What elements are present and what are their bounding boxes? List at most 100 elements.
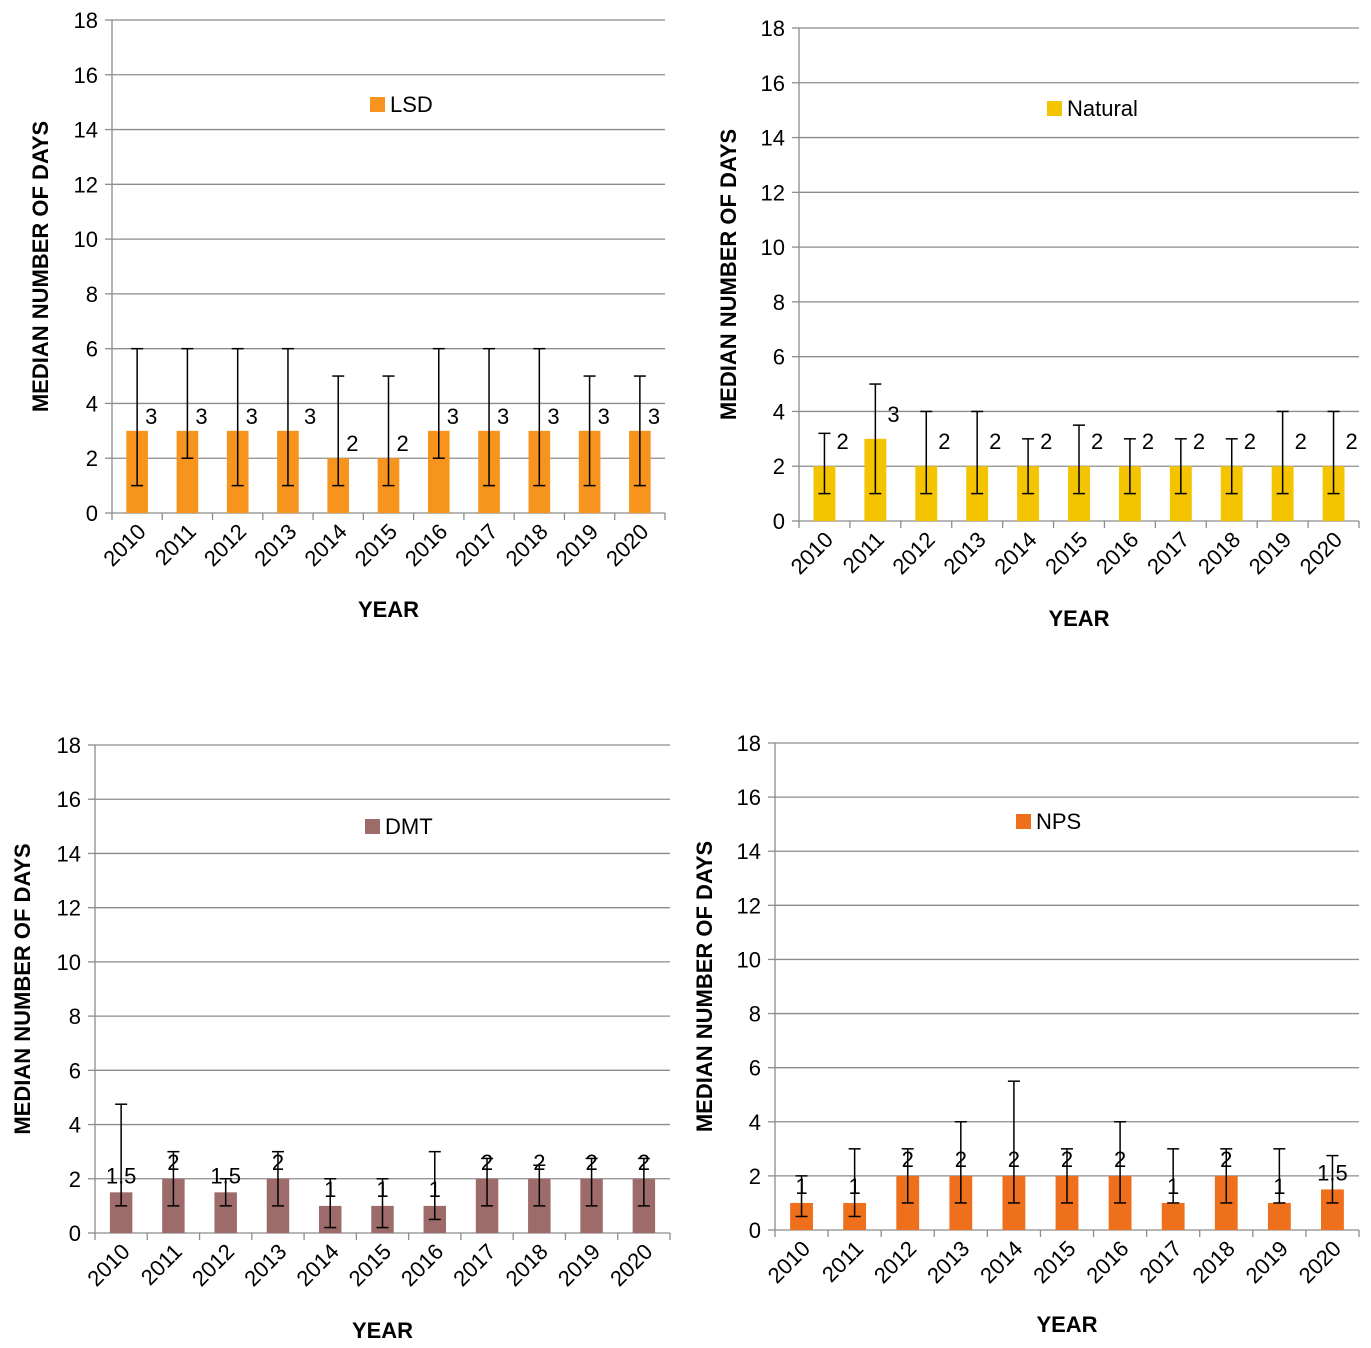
chart-panel-3: 0246810121416181.52010220111.52012220131… — [10, 733, 671, 1343]
x-tick-label: 2014 — [989, 527, 1041, 579]
y-tick-label: 18 — [761, 16, 785, 41]
data-label: 3 — [598, 404, 610, 429]
y-tick-label: 2 — [773, 454, 785, 479]
data-label: 2 — [1040, 429, 1052, 454]
bar-2012 — [214, 1192, 237, 1233]
y-tick-label: 0 — [69, 1221, 81, 1246]
x-tick-label: 2020 — [605, 1239, 657, 1291]
data-label: 3 — [246, 404, 258, 429]
data-label: 1 — [324, 1177, 336, 1202]
x-axis-title: YEAR — [352, 1318, 413, 1343]
legend-swatch — [1047, 101, 1062, 116]
y-tick-label: 0 — [86, 501, 98, 526]
y-tick-label: 16 — [74, 63, 98, 88]
data-label: 1 — [429, 1177, 441, 1202]
x-tick-label: 2010 — [763, 1236, 815, 1288]
x-tick-label: 2011 — [817, 1236, 868, 1287]
y-tick-label: 6 — [749, 1056, 761, 1081]
y-tick-label: 4 — [86, 391, 98, 416]
y-tick-label: 6 — [86, 337, 98, 362]
data-label: 3 — [648, 404, 660, 429]
y-tick-label: 2 — [86, 446, 98, 471]
y-tick-label: 10 — [74, 227, 98, 252]
data-label: 2 — [955, 1147, 967, 1172]
y-tick-label: 12 — [761, 180, 785, 205]
data-label: 2 — [1061, 1147, 1073, 1172]
data-label: 2 — [481, 1150, 493, 1175]
data-label: 2 — [1142, 429, 1154, 454]
data-label: 2 — [1193, 429, 1205, 454]
y-tick-label: 0 — [749, 1218, 761, 1243]
data-label: 2 — [938, 429, 950, 454]
legend-swatch — [370, 97, 385, 112]
x-tick-label: 2013 — [239, 1239, 291, 1291]
x-tick-label: 2017 — [1134, 1236, 1186, 1288]
bar-2016 — [427, 430, 450, 513]
y-tick-label: 14 — [737, 839, 761, 864]
data-label: 1 — [376, 1177, 388, 1202]
x-tick-label: 2015 — [1040, 527, 1092, 579]
legend-swatch — [1016, 814, 1031, 829]
y-tick-label: 8 — [86, 282, 98, 307]
y-tick-label: 14 — [74, 118, 98, 143]
y-tick-label: 18 — [74, 8, 98, 33]
x-tick-label: 2010 — [786, 527, 838, 579]
x-tick-label: 2019 — [551, 519, 603, 571]
x-tick-label: 2016 — [1091, 527, 1143, 579]
x-tick-label: 2019 — [1241, 1236, 1293, 1288]
x-tick-label: 2015 — [1028, 1236, 1080, 1288]
x-tick-label: 2012 — [187, 1239, 239, 1291]
y-tick-label: 6 — [69, 1058, 81, 1083]
x-tick-label: 2020 — [601, 519, 653, 571]
y-tick-label: 10 — [737, 947, 761, 972]
x-tick-label: 2018 — [501, 1239, 553, 1291]
data-label: 2 — [1295, 429, 1307, 454]
data-label: 2 — [1008, 1147, 1020, 1172]
x-tick-label: 2017 — [1142, 527, 1194, 579]
data-label: 1 — [849, 1174, 861, 1199]
data-label: 2 — [533, 1150, 545, 1175]
y-tick-label: 12 — [74, 172, 98, 197]
y-tick-label: 18 — [57, 733, 81, 758]
y-tick-label: 18 — [737, 731, 761, 756]
y-axis-title: MEDIAN NUMBER OF DAYS — [692, 841, 717, 1132]
data-label: 3 — [447, 404, 459, 429]
chart-panel-4: 0246810121416181201012011220122201322014… — [692, 731, 1360, 1337]
x-tick-label: 2018 — [1193, 527, 1245, 579]
y-tick-label: 16 — [57, 787, 81, 812]
legend-label: DMT — [385, 814, 433, 839]
x-tick-label: 2018 — [1188, 1236, 1240, 1288]
x-tick-label: 2015 — [350, 519, 402, 571]
data-label: 2 — [272, 1150, 284, 1175]
bar-2017 — [1161, 1202, 1185, 1230]
data-label: 3 — [887, 402, 899, 427]
x-tick-label: 2015 — [344, 1239, 396, 1291]
y-tick-label: 4 — [773, 399, 785, 424]
y-tick-label: 2 — [69, 1167, 81, 1192]
x-tick-label: 2018 — [501, 519, 553, 571]
bar-2010 — [109, 1192, 133, 1233]
data-label: 2 — [902, 1147, 914, 1172]
data-label: 1.5 — [210, 1163, 241, 1188]
data-label: 2 — [585, 1150, 597, 1175]
x-tick-label: 2019 — [1244, 527, 1296, 579]
x-tick-label: 2011 — [838, 527, 889, 578]
bar-2019 — [1267, 1202, 1291, 1230]
x-tick-label: 2019 — [553, 1239, 605, 1291]
chart-panel-1: 0 2 4 6 8 10 12 14 16 18 3 2010 3 2011 3 2012 3 2013 2 2014… — [28, 8, 666, 622]
legend-label: LSD — [390, 92, 433, 117]
data-label: 3 — [195, 404, 207, 429]
data-label: 1 — [1273, 1174, 1285, 1199]
data-label: 2 — [836, 429, 848, 454]
y-tick-label: 14 — [761, 126, 785, 151]
data-label: 1.5 — [106, 1163, 137, 1188]
data-label: 2 — [989, 429, 1001, 454]
y-tick-label: 10 — [761, 235, 785, 260]
y-tick-label: 16 — [737, 785, 761, 810]
y-tick-label: 12 — [737, 893, 761, 918]
y-axis-title: MEDIAN NUMBER OF DAYS — [10, 843, 35, 1134]
y-tick-label: 14 — [57, 841, 81, 866]
y-tick-label: 8 — [773, 290, 785, 315]
y-tick-label: 12 — [57, 896, 81, 921]
